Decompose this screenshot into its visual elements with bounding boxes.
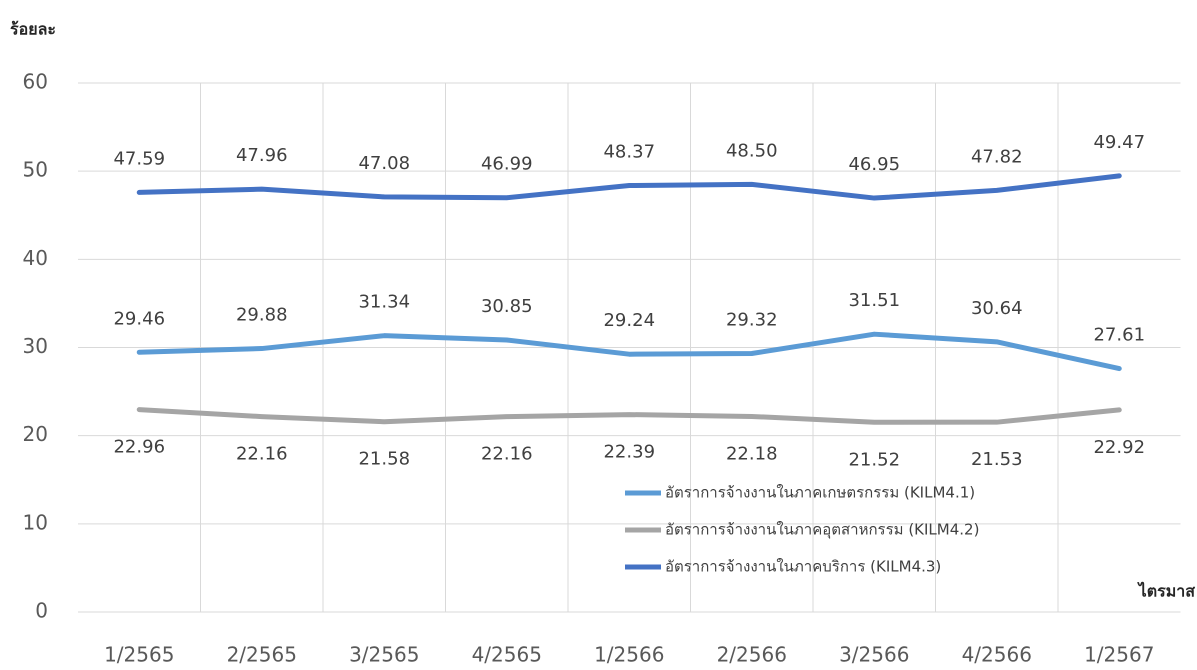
data-label: 29.24 <box>603 310 655 331</box>
data-label: 21.58 <box>358 449 410 470</box>
series-line <box>136 331 1122 372</box>
data-label: 31.51 <box>848 290 900 311</box>
x-tick-label: 2/2565 <box>227 643 297 667</box>
series-line <box>136 407 1122 425</box>
data-label: 48.37 <box>603 142 655 163</box>
x-tick-label: 1/2566 <box>594 643 664 667</box>
x-tick-label: 4/2566 <box>962 643 1032 667</box>
data-label: 22.39 <box>603 442 655 463</box>
data-label: 31.34 <box>358 292 410 313</box>
x-tick-label: 1/2567 <box>1084 643 1154 667</box>
legend-label: อัตราการจ้างงานในภาคเกษตรกรรม (KILM4.1) <box>665 484 975 502</box>
y-tick-label: 50 <box>23 158 48 182</box>
data-label: 46.99 <box>481 154 533 175</box>
data-label: 29.32 <box>726 309 778 330</box>
series-line <box>136 173 1122 201</box>
data-label: 22.18 <box>726 443 778 464</box>
x-tick-label: 1/2565 <box>104 643 174 667</box>
x-axis-title: ไตรมาส <box>1137 582 1196 601</box>
y-tick-label: 30 <box>23 334 48 358</box>
data-label: 49.47 <box>1093 132 1145 153</box>
x-tick-label: 2/2566 <box>717 643 787 667</box>
y-tick-label: 40 <box>23 246 48 270</box>
y-axis-title: ร้อยละ <box>10 20 56 39</box>
data-label: 21.52 <box>848 449 900 470</box>
data-label: 47.82 <box>971 146 1023 167</box>
data-label: 30.64 <box>971 298 1023 319</box>
data-label: 22.16 <box>236 444 288 465</box>
x-tick-label: 3/2565 <box>349 643 419 667</box>
x-tick-label: 4/2565 <box>472 643 542 667</box>
data-label: 27.61 <box>1093 325 1145 346</box>
legend-label: อัตราการจ้างงานในภาคบริการ (KILM4.3) <box>665 558 941 576</box>
data-label: 47.59 <box>113 148 165 169</box>
data-label: 22.16 <box>481 444 533 465</box>
x-tick-label: 3/2566 <box>839 643 909 667</box>
data-label: 29.46 <box>113 308 165 329</box>
data-label: 46.95 <box>848 154 900 175</box>
data-label: 21.53 <box>971 449 1023 470</box>
data-label: 22.96 <box>113 437 165 458</box>
y-tick-label: 20 <box>23 422 48 446</box>
data-label: 47.96 <box>236 145 288 166</box>
data-label: 48.50 <box>726 140 778 161</box>
legend-label: อัตราการจ้างงานในภาคอุตสาหกรรม (KILM4.2) <box>665 521 979 540</box>
data-label: 22.92 <box>1093 437 1145 458</box>
y-tick-label: 60 <box>23 70 48 94</box>
y-tick-label: 10 <box>23 510 48 534</box>
y-tick-label: 0 <box>35 599 48 623</box>
data-label: 30.85 <box>481 296 533 317</box>
data-label: 47.08 <box>358 153 410 174</box>
data-label: 29.88 <box>236 305 288 326</box>
